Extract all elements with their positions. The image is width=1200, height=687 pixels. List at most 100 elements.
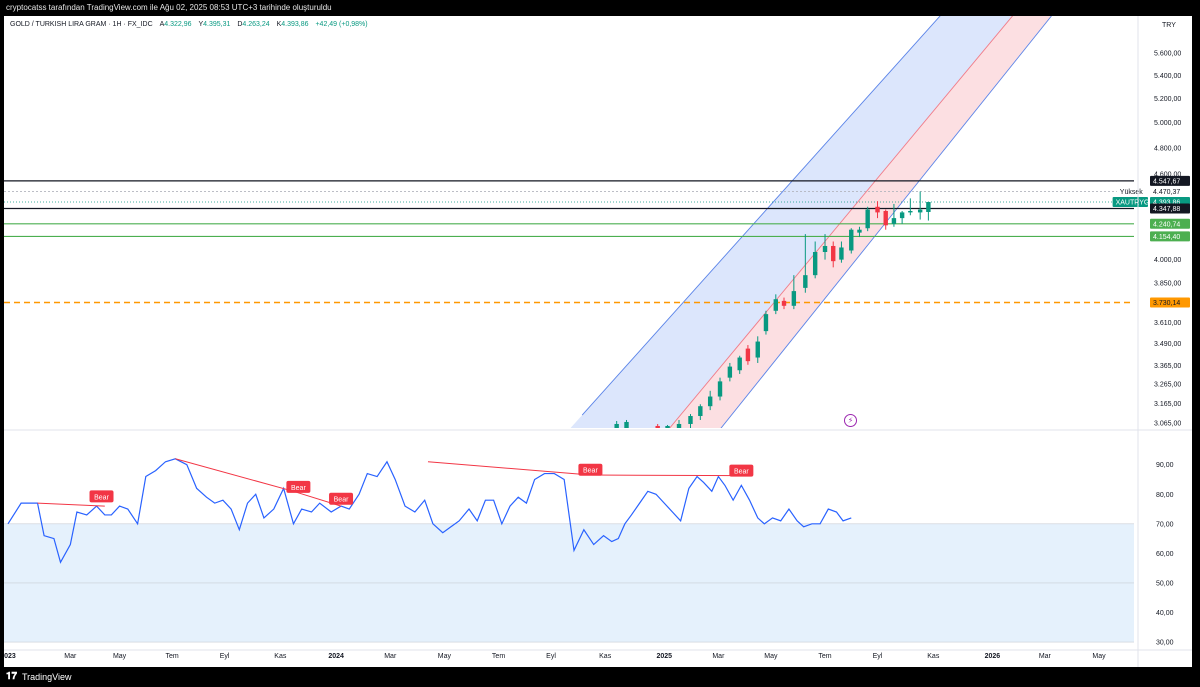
price-tag-bg-6 xyxy=(1150,297,1190,308)
candle-body-16 xyxy=(791,291,797,306)
channel-upper-fill xyxy=(570,16,1013,428)
divergence-line-1 xyxy=(175,458,294,492)
footer-bar: 𝟏𝟕 TradingView xyxy=(0,667,1200,687)
candle-body-15 xyxy=(781,300,787,306)
price-tick-label: 3.365,00 xyxy=(1154,363,1181,370)
bear-badge-4 xyxy=(729,464,754,477)
candle-body-27 xyxy=(891,218,897,224)
high-value: 4.395,31 xyxy=(203,21,231,28)
symbol-legend: GOLD / TURKISH LIRA GRAM · 1H · FX_IDC A… xyxy=(10,21,368,28)
candle-body-18 xyxy=(812,252,818,276)
divergence-line-4 xyxy=(590,474,742,477)
price-tick-label: 3.850,00 xyxy=(1154,281,1181,288)
divergence-line-0 xyxy=(37,502,105,507)
rsi-tick-label: 60,00 xyxy=(1156,551,1174,558)
date-tick-label: Eyl xyxy=(546,653,556,660)
price-tick-label: 5.000,00 xyxy=(1154,120,1181,127)
date-tick-label: May xyxy=(438,653,452,660)
price-tick-label: 3.265,00 xyxy=(1154,382,1181,389)
date-tick-label: 2024 xyxy=(328,653,344,660)
bear-badge-1 xyxy=(286,480,311,493)
candle-body-26 xyxy=(883,210,888,226)
price-pane xyxy=(4,16,1134,428)
price-tick-label: 4.800,00 xyxy=(1154,145,1181,152)
price-tag-label: 4.240,74 xyxy=(1153,221,1180,228)
currency-label: TRY xyxy=(1162,22,1176,29)
rsi-tick-label: 70,00 xyxy=(1156,521,1174,528)
price-tag-bg-0 xyxy=(1150,175,1190,186)
candle-body-3 xyxy=(665,425,670,428)
price-tick-label: 5.200,00 xyxy=(1154,96,1181,103)
candle-body-21 xyxy=(839,247,844,260)
candle-body-13 xyxy=(763,314,769,332)
close-label: K xyxy=(276,21,282,28)
low-label: D xyxy=(237,21,243,28)
candle-body-8 xyxy=(717,381,723,397)
date-tick-label: Kas xyxy=(599,653,612,660)
date-tick-label: Mar xyxy=(384,653,397,660)
price-tick-label: 5.600,00 xyxy=(1154,51,1181,58)
date-tick-label: Tem xyxy=(165,653,178,660)
date-tick-label: Mar xyxy=(712,653,725,660)
open-label: A xyxy=(159,21,165,28)
candle-body-14 xyxy=(773,299,779,311)
date-tick-label: Tem xyxy=(492,653,505,660)
rsi-line xyxy=(7,458,852,564)
candle-body-29 xyxy=(908,210,913,213)
price-tag-bg-3 xyxy=(1150,203,1190,214)
price-tag-bg-4 xyxy=(1150,218,1190,229)
candle-body-1 xyxy=(624,421,629,428)
close-value: 4.393,86 xyxy=(281,21,309,28)
candle-body-31 xyxy=(926,201,931,212)
candle-body-28 xyxy=(899,212,905,219)
date-tick-label: May xyxy=(113,653,127,660)
high-label: Y xyxy=(198,21,204,28)
date-tick-label: Kas xyxy=(274,653,287,660)
candle-body-17 xyxy=(803,275,808,288)
chart-canvas[interactable]: TRY 5.600,00 5.400,00 5.200,00 5.000,00 4.800… xyxy=(4,16,1192,667)
channel-upper-line xyxy=(581,16,941,416)
price-axis: TRY 5.600,00 5.400,00 5.200,00 5.000,00 4.800… xyxy=(1112,22,1190,427)
open-value: 4.322,96 xyxy=(164,21,192,28)
price-tag-name: Yüksek xyxy=(1120,189,1143,196)
date-tick-label: Eyl xyxy=(873,653,883,660)
candle-body-2 xyxy=(655,425,660,428)
low-value: 4.263,24 xyxy=(242,21,270,28)
date-tick-label: Eyl xyxy=(220,653,230,660)
candle-body-7 xyxy=(707,396,713,407)
price-tag-name-bg-1 xyxy=(1116,186,1148,197)
date-tick-label: May xyxy=(764,653,778,660)
candle-body-30 xyxy=(917,209,923,213)
change-value: +42,49 (+0,98%) xyxy=(315,21,368,28)
candle-body-23 xyxy=(857,229,862,233)
lightning-icon[interactable]: ⚡ xyxy=(844,414,857,427)
bear-badge-3 xyxy=(578,463,603,476)
candle-body-22 xyxy=(849,229,854,251)
attribution-bar: cryptocatss tarafından TradingView.com i… xyxy=(0,0,1200,16)
date-tick-label: 2025 xyxy=(656,653,672,660)
bear-label: Bear xyxy=(291,485,306,492)
bear-label: Bear xyxy=(334,497,349,504)
tradingview-logo-icon: 𝟏𝟕 xyxy=(6,671,18,682)
symbol-name: GOLD / TURKISH LIRA GRAM · 1H · FX_IDC xyxy=(10,21,153,28)
price-tag-label: 4.547,67 xyxy=(1153,178,1180,185)
candle-body-5 xyxy=(688,416,693,424)
channel-lower-line xyxy=(720,16,1052,428)
bear-badge-2 xyxy=(329,492,354,505)
candle-body-19 xyxy=(822,245,828,253)
date-tick-label: Kas xyxy=(927,653,940,660)
price-tag-label: 4.347,88 xyxy=(1153,206,1180,213)
date-tick-label: May xyxy=(1092,653,1106,660)
price-tick-label: 3.165,00 xyxy=(1154,401,1181,408)
bear-label: Bear xyxy=(583,468,598,475)
bear-label: Bear xyxy=(734,469,749,476)
candle-body-9 xyxy=(727,366,733,378)
price-tag-name-bg-2 xyxy=(1112,197,1148,208)
candle-body-24 xyxy=(865,209,870,229)
price-tag-name: XAUTRYG xyxy=(1116,200,1150,207)
chart-frame[interactable]: TRY 5.600,00 5.400,00 5.200,00 5.000,00 4.800… xyxy=(4,16,1192,667)
rsi-tick-label: 40,00 xyxy=(1156,610,1174,617)
price-tag-label: 3.730,14 xyxy=(1153,300,1180,307)
date-tick-label: Tem xyxy=(818,653,831,660)
candle-body-4 xyxy=(676,423,682,428)
